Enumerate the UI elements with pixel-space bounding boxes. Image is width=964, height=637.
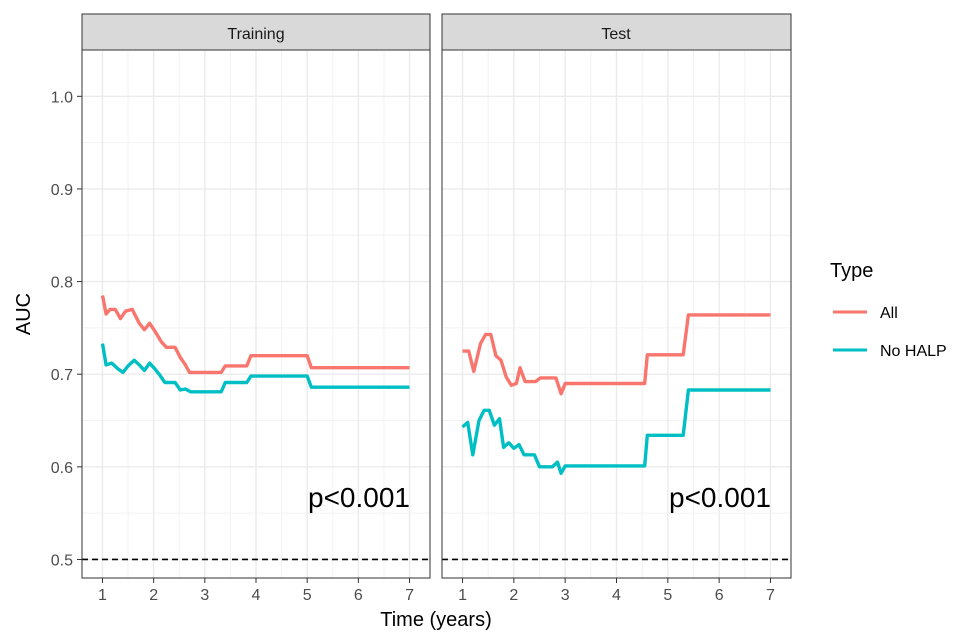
series-line-no-halp (100, 343, 410, 394)
strip-label-test: Test (601, 26, 631, 43)
strip-label-training: Training (227, 26, 284, 43)
y-tick-label: 0.5 (51, 552, 73, 569)
x-tick-label: 4 (612, 587, 621, 604)
series-training (100, 295, 410, 394)
y-tick-label: 0.6 (51, 460, 73, 477)
strip-training (81, 13, 431, 51)
facet-training: Training p<0.001 1 2 3 4 5 6 7 (81, 13, 431, 604)
series-line-all (462, 313, 771, 396)
x-tick-label: 2 (509, 587, 518, 604)
x-tick-label: 1 (98, 587, 107, 604)
strip-test (441, 13, 792, 51)
grid-training (82, 50, 430, 578)
x-axis-title: Time (years) (380, 609, 491, 631)
x-tick-label: 2 (149, 587, 158, 604)
y-tick-label: 0.8 (51, 275, 73, 292)
legend: Type All No HALP (830, 260, 947, 360)
legend-label-all: All (880, 305, 898, 322)
x-axis-training: 1 2 3 4 5 6 7 (98, 578, 414, 604)
x-tick-label: 4 (252, 587, 261, 604)
x-tick-label: 1 (458, 587, 467, 604)
legend-title: Type (830, 260, 873, 282)
series-line-all (100, 295, 410, 375)
x-tick-label: 6 (354, 587, 363, 604)
series-line-no-halp (461, 388, 771, 475)
x-tick-label: 5 (663, 587, 672, 604)
y-tick-label: 0.9 (51, 182, 73, 199)
y-axis: 0.5 0.6 0.7 0.8 0.9 1.0 (51, 89, 82, 569)
y-axis-title: AUC (13, 293, 35, 335)
x-tick-label: 6 (715, 587, 724, 604)
y-tick-label: 1.0 (51, 89, 73, 106)
x-tick-label: 3 (561, 587, 570, 604)
p-value-training: p<0.001 (308, 482, 410, 513)
x-tick-label: 5 (303, 587, 312, 604)
p-value-test: p<0.001 (669, 482, 771, 513)
x-axis-test: 1 2 3 4 5 6 7 (458, 578, 775, 604)
x-tick-label: 7 (766, 587, 775, 604)
x-tick-label: 7 (405, 587, 414, 604)
series-test (461, 313, 771, 475)
y-tick-label: 0.7 (51, 367, 73, 384)
x-tick-label: 3 (200, 587, 209, 604)
legend-label-no-halp: No HALP (880, 343, 947, 360)
facet-test: Test p<0.001 1 2 3 4 5 6 7 (441, 13, 792, 604)
